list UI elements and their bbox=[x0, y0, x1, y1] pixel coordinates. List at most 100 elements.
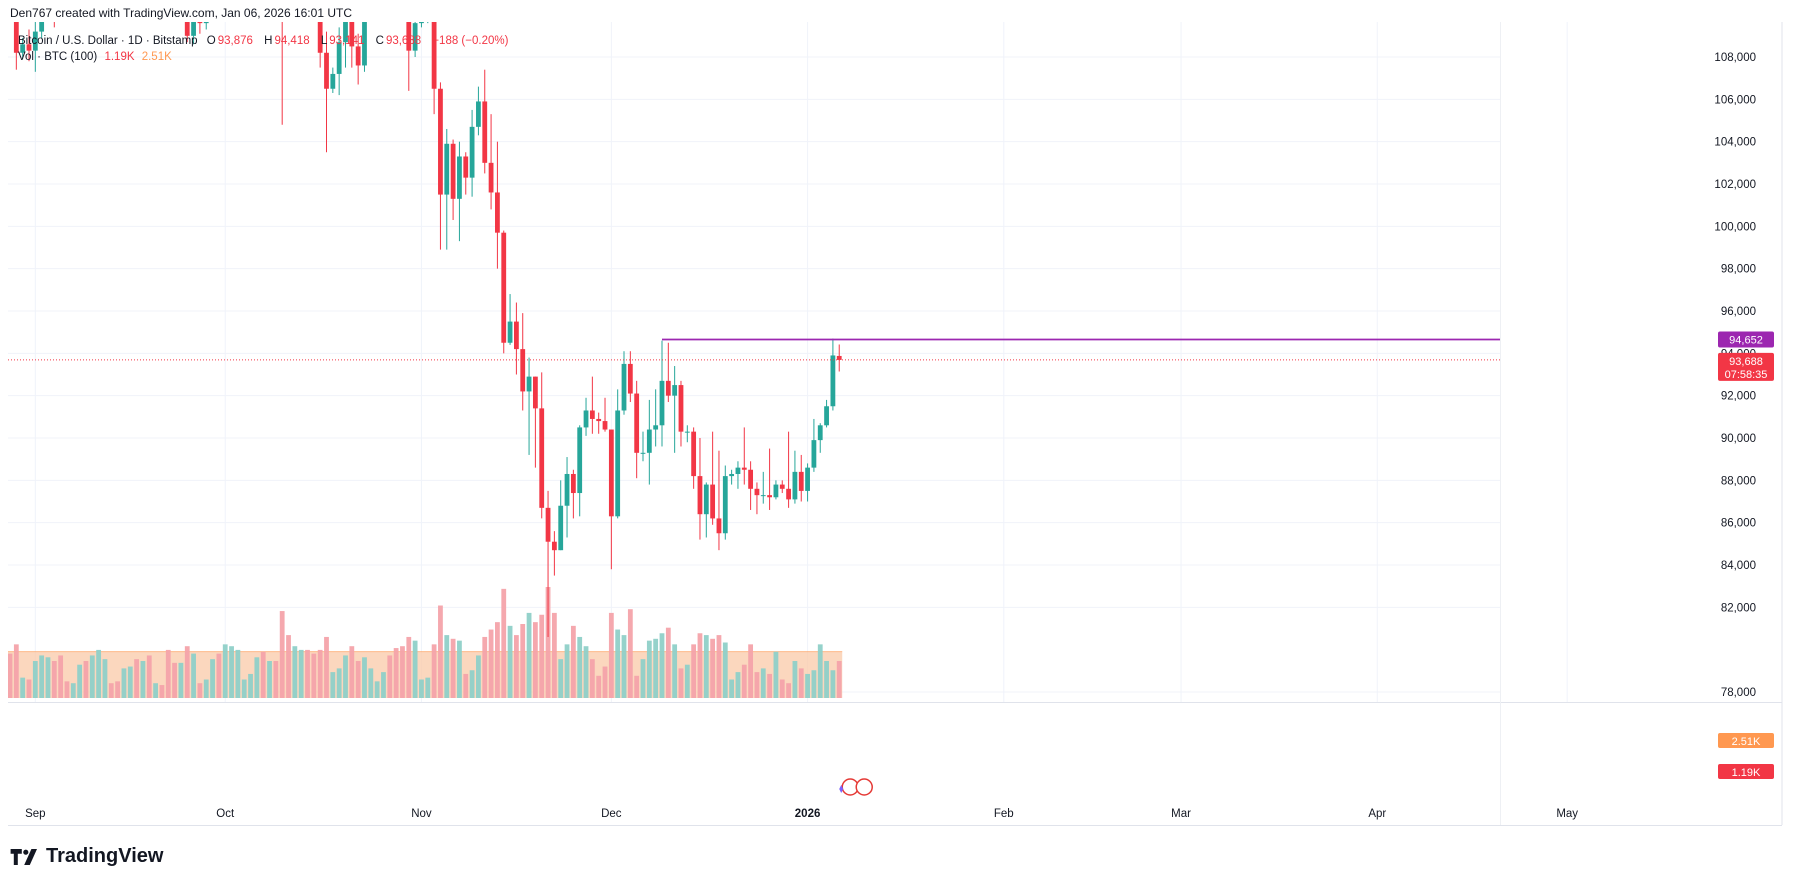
candle[interactable] bbox=[444, 128, 450, 250]
candle[interactable] bbox=[824, 399, 829, 428]
candle[interactable] bbox=[710, 431, 716, 525]
candle[interactable] bbox=[375, 0, 380, 4]
candle[interactable] bbox=[520, 313, 526, 411]
candle[interactable] bbox=[583, 397, 589, 436]
candle[interactable] bbox=[311, 0, 316, 10]
candle[interactable] bbox=[419, 2, 424, 28]
candle[interactable] bbox=[39, 0, 45, 38]
candle[interactable] bbox=[355, 33, 361, 85]
candle[interactable] bbox=[779, 480, 785, 494]
candle[interactable] bbox=[463, 152, 469, 195]
candle[interactable] bbox=[438, 82, 443, 250]
candle[interactable] bbox=[412, 0, 418, 57]
candle[interactable] bbox=[684, 425, 690, 443]
candle[interactable] bbox=[349, 0, 355, 68]
candle[interactable] bbox=[13, 0, 19, 70]
candle[interactable] bbox=[760, 471, 766, 504]
candle[interactable] bbox=[830, 338, 836, 411]
candle[interactable] bbox=[741, 427, 747, 485]
candle[interactable] bbox=[754, 482, 760, 515]
candle[interactable] bbox=[659, 340, 665, 447]
candle[interactable] bbox=[672, 366, 678, 453]
candle[interactable] bbox=[811, 418, 817, 472]
candle[interactable] bbox=[773, 480, 779, 500]
candle[interactable] bbox=[646, 399, 652, 485]
candle[interactable] bbox=[589, 376, 595, 434]
candle[interactable] bbox=[400, 0, 405, 15]
candle[interactable] bbox=[558, 480, 564, 551]
candle[interactable] bbox=[336, 27, 342, 96]
candle[interactable] bbox=[798, 454, 804, 502]
candle[interactable] bbox=[640, 431, 646, 462]
candle[interactable] bbox=[65, 0, 70, 15]
candle[interactable] bbox=[495, 141, 500, 269]
candle[interactable] bbox=[469, 109, 475, 197]
candle[interactable] bbox=[32, 19, 38, 72]
candle[interactable] bbox=[703, 482, 709, 538]
candle[interactable] bbox=[457, 141, 462, 242]
candle[interactable] bbox=[836, 344, 842, 372]
candle[interactable] bbox=[551, 531, 557, 576]
candle[interactable] bbox=[292, 0, 297, 19]
candle[interactable] bbox=[627, 351, 633, 403]
candle[interactable] bbox=[532, 376, 538, 468]
candle[interactable] bbox=[431, 0, 437, 115]
candle[interactable] bbox=[735, 461, 741, 489]
candle[interactable] bbox=[305, 0, 310, 13]
volume-title[interactable]: Vol · BTC (100) bbox=[18, 51, 98, 63]
candle[interactable] bbox=[406, 0, 412, 91]
candle[interactable] bbox=[425, 0, 430, 24]
symbol-title[interactable]: Bitcoin / U.S. Dollar · 1D · Bitstamp bbox=[18, 35, 198, 47]
candle[interactable] bbox=[608, 429, 614, 570]
candle[interactable] bbox=[324, 31, 329, 153]
candle[interactable] bbox=[343, 0, 348, 68]
candle[interactable] bbox=[52, 0, 57, 28]
candle[interactable] bbox=[58, 0, 63, 10]
candle[interactable] bbox=[71, 0, 76, 15]
candle[interactable] bbox=[501, 230, 507, 354]
candle[interactable] bbox=[203, 0, 209, 30]
candle[interactable] bbox=[722, 465, 728, 540]
candle[interactable] bbox=[697, 438, 703, 540]
candle[interactable] bbox=[368, 0, 373, 21]
candle[interactable] bbox=[691, 427, 697, 489]
candle[interactable] bbox=[615, 389, 621, 519]
candle[interactable] bbox=[602, 397, 608, 432]
candle[interactable] bbox=[191, 8, 196, 45]
candle[interactable] bbox=[488, 114, 494, 210]
candle[interactable] bbox=[767, 448, 772, 510]
candle[interactable] bbox=[330, 67, 336, 93]
candle[interactable] bbox=[786, 431, 791, 508]
candle[interactable] bbox=[450, 139, 456, 220]
candle[interactable] bbox=[545, 490, 551, 637]
candle[interactable] bbox=[482, 69, 488, 174]
candle[interactable] bbox=[514, 302, 519, 375]
tradingview-logo[interactable]: TradingView bbox=[10, 845, 163, 868]
candle[interactable] bbox=[197, 17, 203, 34]
candle[interactable] bbox=[184, 0, 190, 43]
candle[interactable] bbox=[748, 461, 754, 510]
candle[interactable] bbox=[26, 29, 32, 62]
candle[interactable] bbox=[507, 294, 513, 345]
candle[interactable] bbox=[716, 450, 722, 551]
candle[interactable] bbox=[564, 457, 570, 538]
candle[interactable] bbox=[577, 425, 583, 517]
candle[interactable] bbox=[596, 412, 602, 434]
candle[interactable] bbox=[286, 0, 291, 21]
candle[interactable] bbox=[729, 469, 735, 485]
candle[interactable] bbox=[570, 469, 576, 519]
candle[interactable] bbox=[678, 380, 684, 447]
candle[interactable] bbox=[665, 342, 671, 403]
economic-event-icon[interactable] bbox=[855, 778, 873, 796]
candle[interactable] bbox=[621, 351, 627, 415]
candle[interactable] bbox=[805, 463, 810, 502]
candle[interactable] bbox=[280, 0, 285, 125]
candle[interactable] bbox=[362, 0, 367, 72]
candle[interactable] bbox=[526, 357, 532, 455]
candle[interactable] bbox=[77, 0, 82, 2]
candle[interactable] bbox=[20, 37, 26, 60]
candle[interactable] bbox=[539, 372, 545, 519]
candle[interactable] bbox=[817, 423, 823, 453]
candle[interactable] bbox=[792, 450, 798, 504]
